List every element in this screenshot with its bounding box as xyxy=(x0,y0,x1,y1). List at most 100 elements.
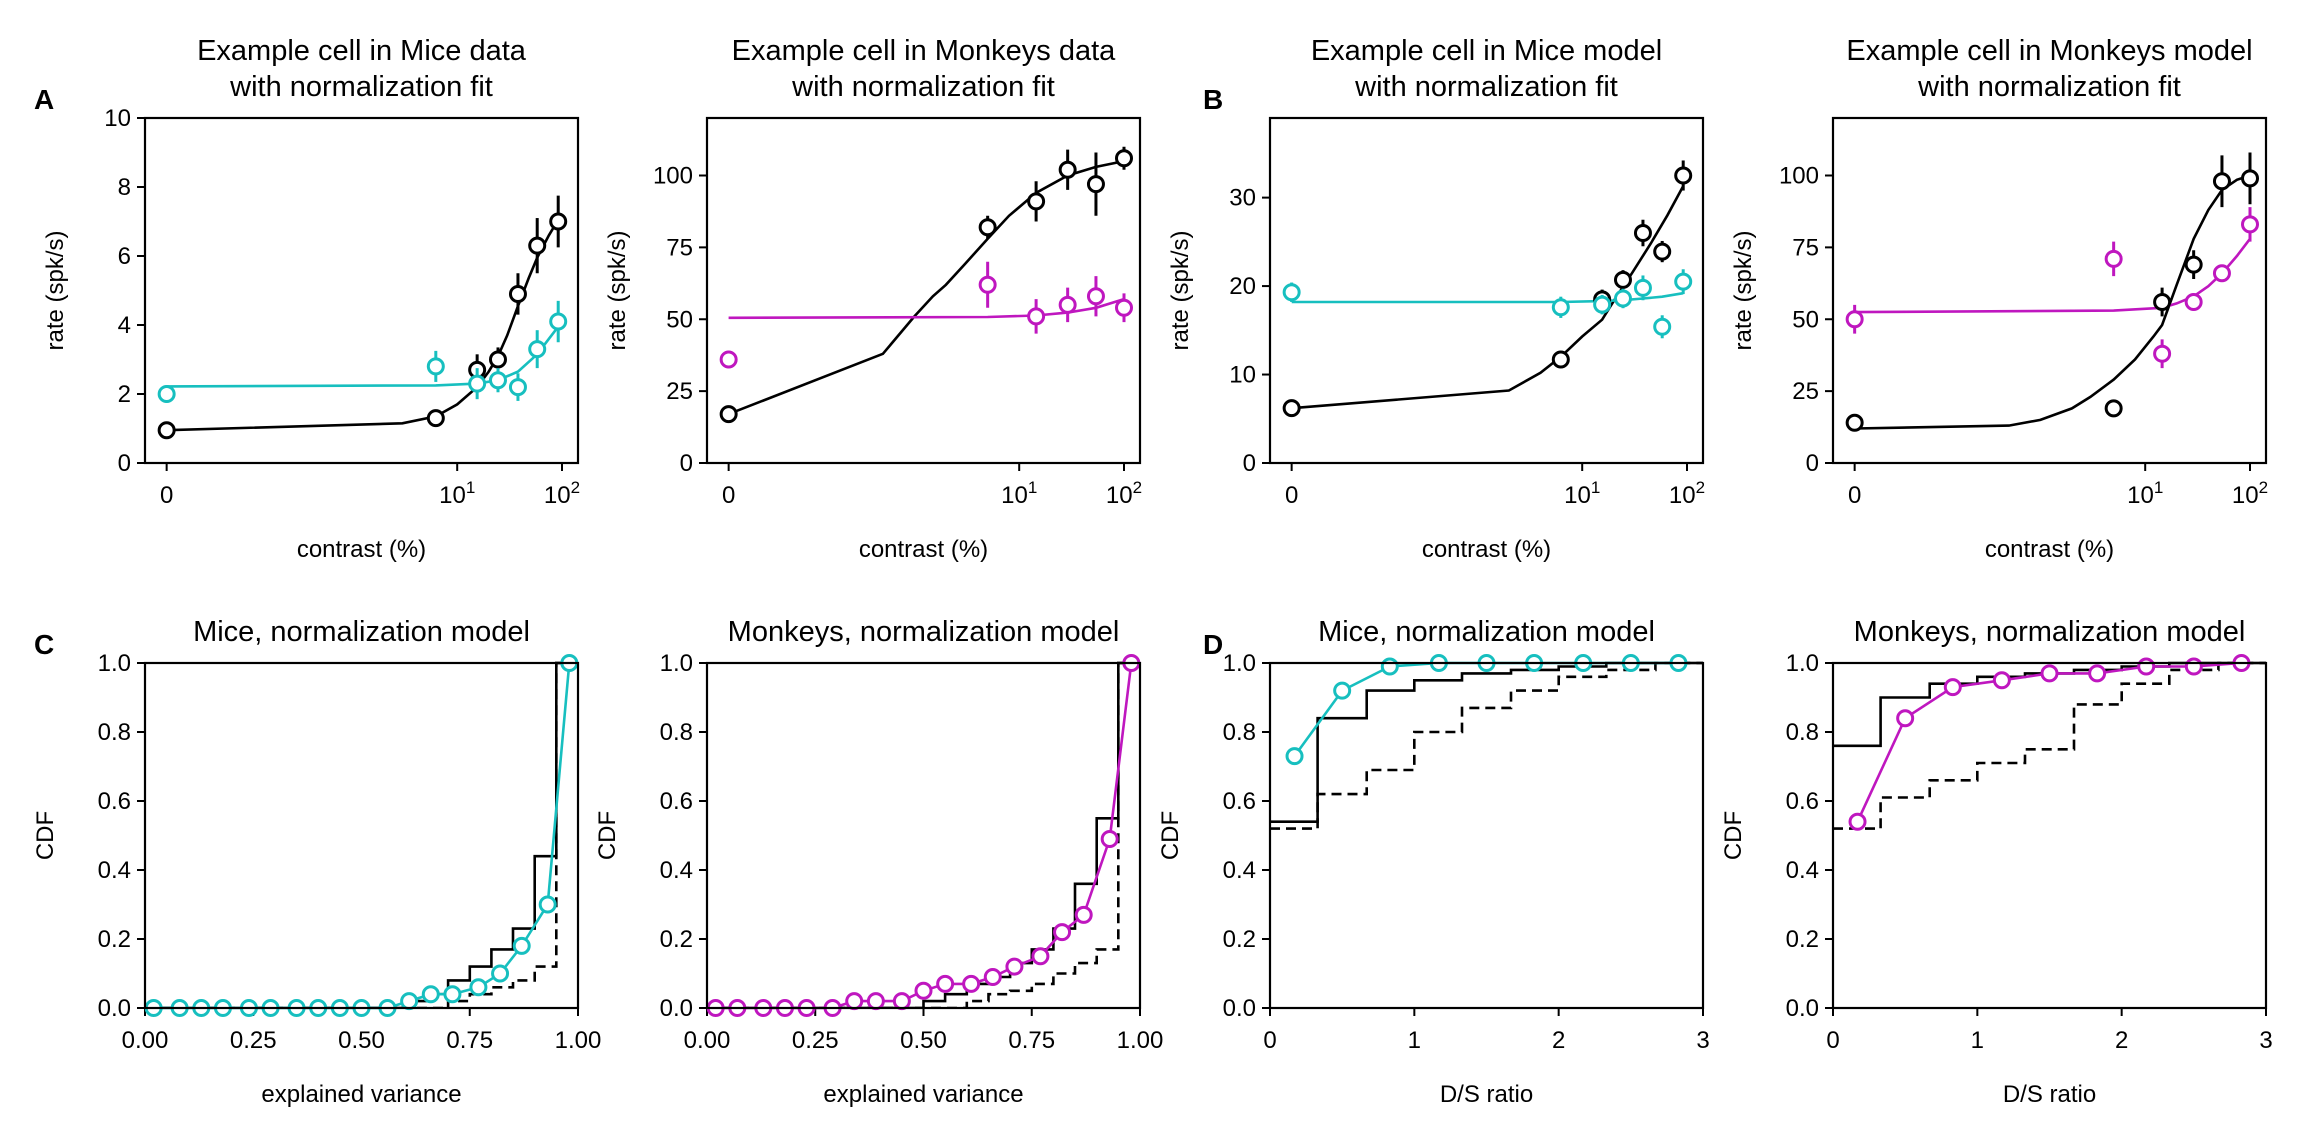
plot-frame xyxy=(1831,661,2268,1010)
x-tick-label: 1.00 xyxy=(1117,1027,1164,1054)
data-point xyxy=(426,357,445,376)
data-point xyxy=(1086,175,1105,194)
y-tick-label: 0.4 xyxy=(1786,857,1819,884)
y-tick-label: 0.0 xyxy=(1223,995,1256,1022)
data-point xyxy=(1674,272,1693,291)
cdf-point xyxy=(1074,905,1093,924)
x-tick-label: 1 xyxy=(1971,1027,1984,1054)
data-point xyxy=(1633,278,1652,297)
cdf-point xyxy=(1333,681,1352,700)
data-point xyxy=(978,218,997,237)
cdf-point xyxy=(1992,671,2011,690)
x-tick-label: 3 xyxy=(1696,1027,1709,1054)
chart-4: Example cell in Monkeys model with normal… xyxy=(1730,35,2268,563)
cdf-point xyxy=(491,964,510,983)
fit-curve-s1 xyxy=(1291,185,1685,410)
y-tick-label: 50 xyxy=(666,306,693,333)
data-point xyxy=(2104,249,2123,268)
cdf-series-line xyxy=(715,662,1133,1010)
cdf-point xyxy=(983,967,1002,986)
cdf-point xyxy=(1848,812,1867,831)
data-point xyxy=(157,421,176,440)
data-point xyxy=(488,371,507,390)
cdf-point xyxy=(2088,664,2107,683)
data-point xyxy=(549,212,568,231)
data-point xyxy=(488,350,507,369)
data-point xyxy=(2153,344,2172,363)
y-axis-label: CDF xyxy=(1157,811,1184,860)
cdf-point xyxy=(1285,747,1304,766)
y-tick-label: 0.2 xyxy=(660,926,693,953)
y-axis-label: CDF xyxy=(594,811,621,860)
x-tick-label: 102 xyxy=(544,478,580,509)
data-point xyxy=(549,312,568,331)
chart-5: Mice, normalization model 0.00 0.25 0.50 0.7… xyxy=(32,616,601,1108)
y-tick-label: 0.2 xyxy=(1223,926,1256,953)
x-tick-label: 0.25 xyxy=(792,1027,839,1054)
x-tick-label: 0.50 xyxy=(338,1027,385,1054)
y-tick-label: 1.0 xyxy=(660,650,693,677)
data-point xyxy=(1653,242,1672,261)
y-tick-label: 1.0 xyxy=(1786,650,1819,677)
panel-letter-b: B xyxy=(1203,84,1223,115)
data-point xyxy=(1633,224,1652,242)
data-point xyxy=(1058,295,1077,314)
x-axis-label: contrast (%) xyxy=(297,536,426,563)
y-tick-label: 0.8 xyxy=(98,719,131,746)
x-axis-label: D/S ratio xyxy=(2003,1081,2096,1108)
plot-frame xyxy=(143,116,580,465)
y-tick-label: 1.0 xyxy=(1223,650,1256,677)
chart-title: Example cell in Monkeys model xyxy=(1846,35,2252,67)
y-tick-label: 0 xyxy=(680,450,693,477)
cdf-step-solid xyxy=(145,661,578,1008)
cdf-series-line xyxy=(1293,661,1679,757)
chart-title: Example cell in Mice data xyxy=(197,35,527,67)
data-point xyxy=(528,236,547,255)
cdf-point xyxy=(2040,664,2059,683)
data-point xyxy=(508,378,527,397)
y-tick-label: 25 xyxy=(666,378,693,405)
x-tick-label: 101 xyxy=(439,478,475,509)
y-axis-label: rate (spk/s) xyxy=(1730,230,1757,350)
chart-title: with normalization fit xyxy=(229,71,493,103)
y-tick-label: 0.8 xyxy=(660,719,693,746)
x-tick-label: 1 xyxy=(1408,1027,1421,1054)
plot-frame xyxy=(1831,116,2268,465)
y-tick-label: 2 xyxy=(118,381,131,408)
x-axis-label: contrast (%) xyxy=(859,536,988,563)
cdf-step-solid xyxy=(1270,661,1703,823)
cdf-point xyxy=(1031,947,1050,966)
data-point xyxy=(1086,287,1105,306)
cdf-point xyxy=(892,992,911,1011)
x-tick-label: 0.50 xyxy=(900,1027,947,1054)
y-tick-label: 1.0 xyxy=(98,650,131,677)
data-point xyxy=(2241,169,2260,188)
y-axis-label: rate (spk/s) xyxy=(42,230,69,350)
x-tick-label: 0.00 xyxy=(122,1027,169,1054)
x-tick-label: 0.00 xyxy=(684,1027,731,1054)
fit-curve-s2 xyxy=(728,297,1125,320)
x-axis-label: contrast (%) xyxy=(1422,536,1551,563)
x-tick-label: 2 xyxy=(2115,1027,2128,1054)
x-tick-label: 101 xyxy=(2127,478,2163,509)
x-tick-label: 102 xyxy=(2232,478,2268,509)
x-tick-label: 0.75 xyxy=(1008,1027,1055,1054)
y-tick-label: 75 xyxy=(1792,234,1819,261)
data-point xyxy=(2184,255,2203,274)
cdf-point xyxy=(1053,923,1072,942)
panel-letter-c: C xyxy=(34,629,54,660)
panel-letter-a: A xyxy=(34,84,54,115)
cdf-point xyxy=(1100,829,1119,848)
y-tick-label: 0.2 xyxy=(1786,926,1819,953)
x-tick-label: 0 xyxy=(722,482,735,509)
data-point xyxy=(468,374,487,393)
cdf-step-solid xyxy=(707,661,1140,1008)
data-point xyxy=(157,385,176,403)
y-tick-label: 4 xyxy=(118,312,131,339)
cdf-series-line xyxy=(153,662,571,1010)
y-tick-label: 0.4 xyxy=(1223,857,1256,884)
x-tick-label: 0 xyxy=(1826,1027,1839,1054)
data-point xyxy=(1115,298,1134,317)
data-point xyxy=(719,405,738,424)
